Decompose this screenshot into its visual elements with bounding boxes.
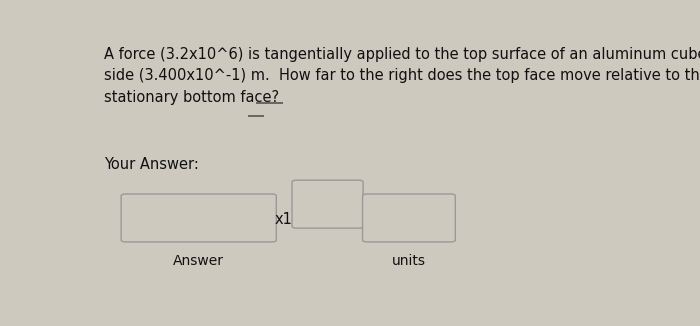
Text: x10: x10 <box>274 212 302 227</box>
FancyBboxPatch shape <box>363 194 455 242</box>
Text: Answer: Answer <box>173 254 224 268</box>
FancyBboxPatch shape <box>292 180 363 228</box>
FancyBboxPatch shape <box>121 194 276 242</box>
Text: Your Answer:: Your Answer: <box>104 157 199 172</box>
Text: A force (3.2x10^6) is tangentially applied to the top surface of an aluminum cub: A force (3.2x10^6) is tangentially appli… <box>104 47 700 105</box>
Text: units: units <box>392 254 426 268</box>
